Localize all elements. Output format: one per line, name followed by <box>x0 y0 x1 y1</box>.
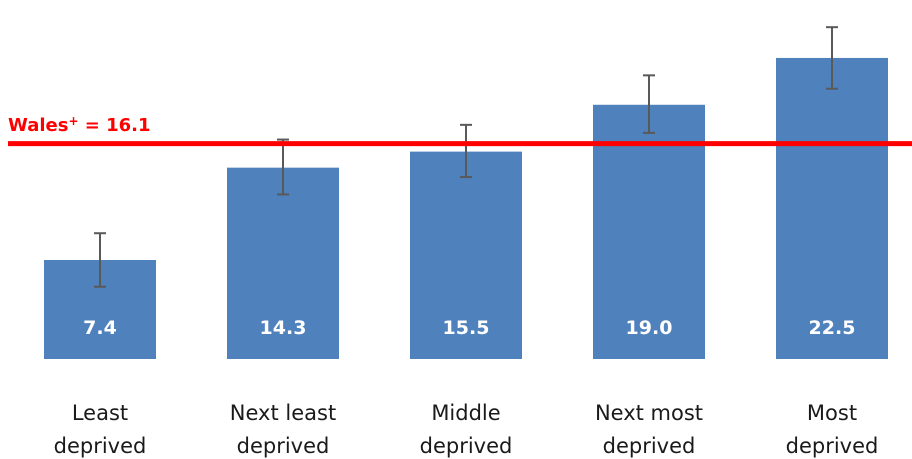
category-label-3: Middle deprived <box>420 401 513 458</box>
category-label-line: Middle <box>431 401 500 425</box>
category-label-line: Next most <box>595 401 703 425</box>
bar-5 <box>776 57 888 359</box>
bar-2 <box>227 167 339 359</box>
bar-value-label-5: 22.5 <box>809 317 856 339</box>
error-bars-layer <box>94 26 838 288</box>
category-label-line: Next least <box>230 401 336 425</box>
error-bar-1 <box>94 232 106 288</box>
category-label-line: deprived <box>786 434 879 458</box>
category-label-4: Next most deprived <box>595 401 703 458</box>
category-label-line: deprived <box>237 434 330 458</box>
bar-4 <box>593 104 705 359</box>
category-label-5: Most deprived <box>786 401 879 458</box>
bar-value-label-4: 19.0 <box>626 317 673 339</box>
bar-value-label-2: 14.3 <box>260 317 307 339</box>
category-label-line: Least <box>72 401 128 425</box>
bars-layer <box>44 57 888 359</box>
ref-label-suffix: = 16.1 <box>79 115 151 136</box>
value-labels-layer: 7.4 14.3 15.5 19.0 22.5 <box>83 317 855 339</box>
reference-line-layer: Wales+ = 16.1 <box>8 114 912 147</box>
bar-value-label-3: 15.5 <box>443 317 490 339</box>
bar-3 <box>410 151 522 359</box>
category-labels-layer: Least deprived Next least deprived Middle dep… <box>54 401 879 458</box>
category-label-line: deprived <box>54 434 147 458</box>
category-label-line: deprived <box>603 434 696 458</box>
category-label-1: Least deprived <box>54 401 147 458</box>
category-label-line: deprived <box>420 434 513 458</box>
wales-reference-label: Wales+ = 16.1 <box>8 114 151 136</box>
category-label-2: Next least deprived <box>230 401 336 458</box>
category-label-line: Most <box>807 401 857 425</box>
error-bar-5 <box>826 26 838 90</box>
error-bar-4 <box>643 74 655 134</box>
error-bar-2 <box>277 138 289 196</box>
error-bar-3 <box>460 123 472 179</box>
bar-value-label-1: 7.4 <box>83 317 117 339</box>
ref-label-sup: + <box>68 114 78 128</box>
ref-label-prefix: Wales <box>8 115 68 136</box>
